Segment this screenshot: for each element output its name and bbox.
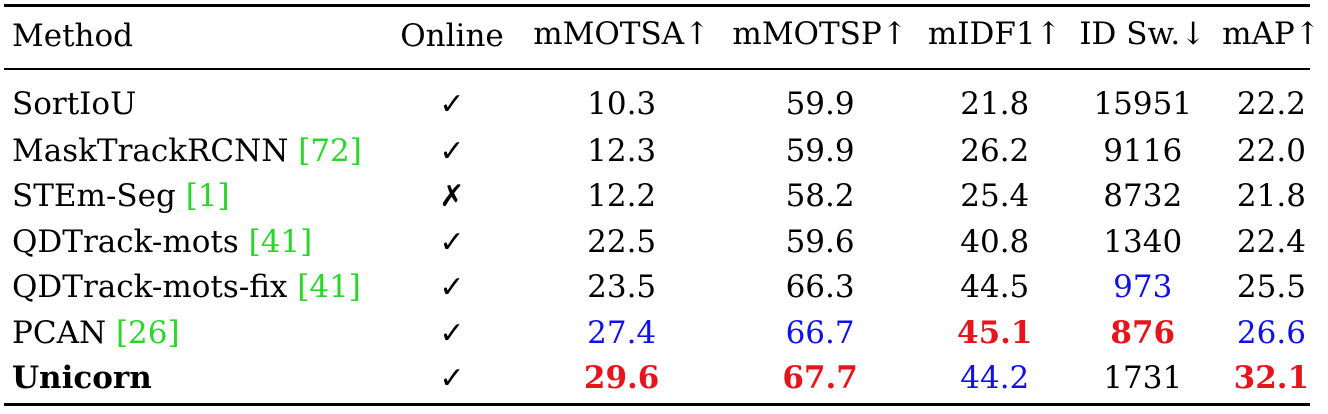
check-mark-icon: ✓ xyxy=(439,361,465,397)
check-mark-icon: ✓ xyxy=(439,224,465,260)
method-name: QDTrack-mots xyxy=(12,223,249,260)
mmotsp-cell: 66.7 xyxy=(785,314,855,351)
midf1-cell: 44.2 xyxy=(960,360,1030,397)
method-name: MaskTrackRCNN xyxy=(12,132,299,169)
check-mark-icon: ✓ xyxy=(439,315,465,351)
header-rule xyxy=(4,68,1310,70)
id-sw-cell: 1340 xyxy=(1103,223,1183,260)
map-cell: 25.5 xyxy=(1236,269,1306,306)
mmotsa-cell: 27.4 xyxy=(587,314,657,351)
mmotsp-cell: 58.2 xyxy=(785,178,855,215)
map-cell: 26.6 xyxy=(1236,314,1306,351)
citation-link[interactable]: [41] xyxy=(248,223,313,260)
citation-link[interactable]: [26] xyxy=(115,314,180,351)
online-cell: ✓ xyxy=(382,219,522,265)
map-cell: 21.8 xyxy=(1236,178,1306,215)
map-cell: 22.0 xyxy=(1236,132,1306,169)
mmotsp-cell: 66.3 xyxy=(785,269,855,306)
check-mark-icon: ✓ xyxy=(439,133,465,169)
online-cell: ✓ xyxy=(382,128,522,174)
mmotsp-cell: 59.6 xyxy=(785,223,855,260)
header-method: Method xyxy=(12,18,134,54)
check-mark-icon: ✓ xyxy=(439,270,465,306)
table-row: SortIoU ✓ 10.3 59.9 21.8 15951 22.2 xyxy=(0,68,1328,128)
online-cell: ✓ xyxy=(382,265,522,311)
method-cell: MaskTrackRCNN [72] xyxy=(0,128,382,174)
mmotsa-cell: 12.3 xyxy=(587,132,657,169)
mmotsa-cell: 10.3 xyxy=(587,86,657,122)
map-cell: 32.1 xyxy=(1233,360,1310,397)
midf1-cell: 45.1 xyxy=(957,314,1033,351)
id-sw-cell: 1731 xyxy=(1103,360,1183,397)
citation-link[interactable]: [41] xyxy=(297,269,361,306)
midf1-cell: 26.2 xyxy=(960,132,1030,169)
header-midf1: mIDF1↑ xyxy=(927,16,1062,52)
table-row: Unicorn ✓ 29.6 67.7 44.2 1731 32.1 xyxy=(0,356,1328,402)
method-name: QDTrack-mots-fix xyxy=(12,269,298,306)
check-mark-icon: ✓ xyxy=(439,87,465,122)
mmotsp-cell: 59.9 xyxy=(785,132,855,169)
id-sw-cell: 8732 xyxy=(1103,178,1183,215)
header-mmotsp: mMOTSP↑ xyxy=(732,16,908,52)
id-sw-cell: 9116 xyxy=(1103,132,1183,169)
method-name: PCAN xyxy=(12,314,116,351)
bottom-rule xyxy=(4,403,1310,406)
online-cell: ✓ xyxy=(382,68,522,128)
citation-link[interactable]: [1] xyxy=(185,178,230,215)
citation-link[interactable]: [72] xyxy=(298,132,362,169)
header-map: mAP↑ xyxy=(1222,16,1321,52)
id-sw-cell: 15951 xyxy=(1093,86,1193,122)
mmotsa-cell: 12.2 xyxy=(587,178,657,215)
mmotsp-cell: 67.7 xyxy=(782,360,858,397)
midf1-cell: 40.8 xyxy=(960,223,1030,260)
method-cell: PCAN [26] xyxy=(0,310,382,356)
map-cell: 22.2 xyxy=(1236,86,1306,122)
mmotsa-cell: 22.5 xyxy=(587,223,657,260)
mmotsp-cell: 59.9 xyxy=(785,86,855,122)
mmotsa-cell: 29.6 xyxy=(583,360,660,397)
table-row: QDTrack-mots [41] ✓ 22.5 59.6 40.8 1340 … xyxy=(0,219,1328,265)
method-name: STEm-Seg xyxy=(12,178,186,215)
method-cell: QDTrack-mots-fix [41] xyxy=(0,265,382,311)
map-cell: 22.4 xyxy=(1236,223,1306,260)
midf1-cell: 21.8 xyxy=(960,86,1030,122)
method-cell: STEm-Seg [1] xyxy=(0,174,382,220)
online-cell: ✓ xyxy=(382,310,522,356)
mmotsa-cell: 23.5 xyxy=(587,269,657,306)
table-row: PCAN [26] ✓ 27.4 66.7 45.1 876 26.6 xyxy=(0,310,1328,356)
method-cell: QDTrack-mots [41] xyxy=(0,219,382,265)
results-table: Method Online mMOTSA↑ mMOTSP↑ mIDF1↑ ID … xyxy=(0,0,1328,402)
header-id-sw: ID Sw.↓ xyxy=(1079,16,1207,52)
table-row: STEm-Seg [1] ✗ 12.2 58.2 25.4 8732 21.8 xyxy=(0,174,1328,220)
method-cell: Unicorn xyxy=(0,356,382,402)
table-row: QDTrack-mots-fix [41] ✓ 23.5 66.3 44.5 9… xyxy=(0,265,1328,311)
table-row: MaskTrackRCNN [72] ✓ 12.3 59.9 26.2 9116… xyxy=(0,128,1328,174)
header-mmotsa: mMOTSA↑ xyxy=(533,16,711,52)
midf1-cell: 25.4 xyxy=(960,178,1030,215)
midf1-cell: 44.5 xyxy=(960,269,1030,306)
online-cell: ✗ xyxy=(382,174,522,220)
id-sw-cell: 973 xyxy=(1113,269,1173,306)
method-name: SortIoU xyxy=(12,86,137,122)
online-cell: ✓ xyxy=(382,356,522,402)
header-online: Online xyxy=(400,18,504,54)
header-row: Method Online mMOTSA↑ mMOTSP↑ mIDF1↑ ID … xyxy=(0,0,1328,68)
top-rule xyxy=(4,4,1310,7)
method-name: Unicorn xyxy=(12,360,152,397)
id-sw-cell: 876 xyxy=(1110,314,1176,351)
method-cell: SortIoU xyxy=(0,68,382,128)
cross-mark-icon: ✗ xyxy=(439,179,465,215)
